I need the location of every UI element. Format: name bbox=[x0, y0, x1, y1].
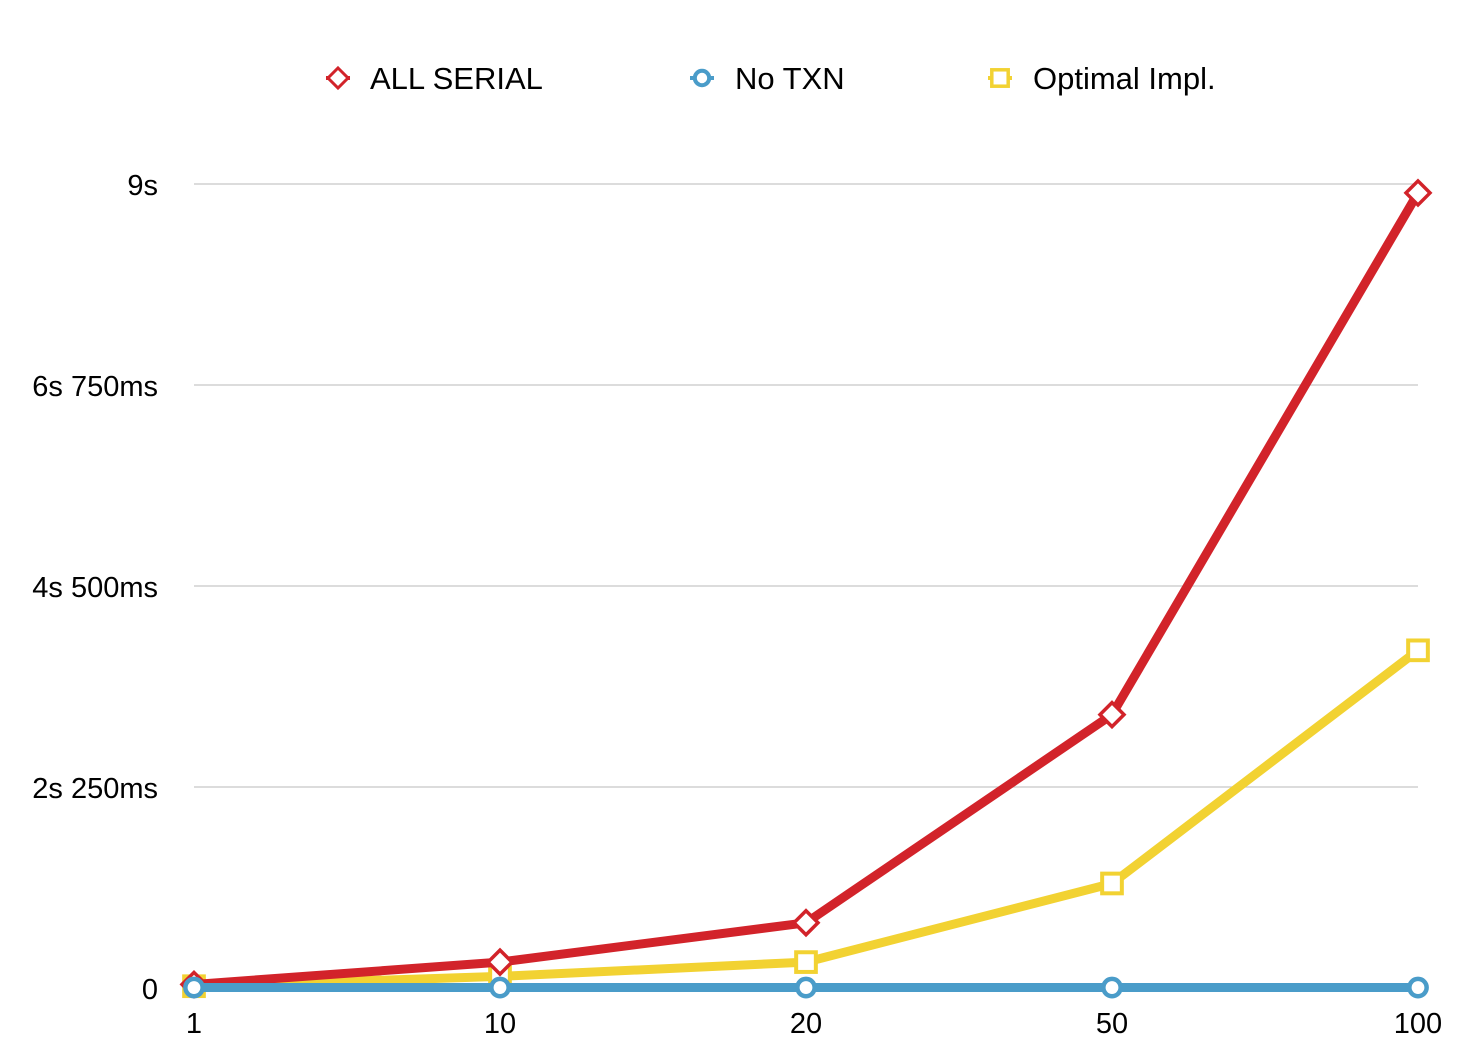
y-tick-label: 0 bbox=[142, 974, 158, 1006]
diamond-marker-shape bbox=[1097, 700, 1127, 730]
legend-item: ALL SERIAL bbox=[325, 61, 543, 96]
legend-marker-icon bbox=[692, 68, 712, 88]
data-point bbox=[791, 908, 821, 938]
y-tick-label: 2s 250ms bbox=[32, 773, 158, 805]
diamond-marker-shape bbox=[325, 65, 351, 91]
y-tick-label: 4s 500ms bbox=[32, 572, 158, 604]
grid-layer bbox=[194, 183, 1418, 788]
x-tick-label: 100 bbox=[1394, 1008, 1442, 1040]
data-point bbox=[1100, 871, 1124, 896]
legend-label: Optimal Impl. bbox=[1033, 61, 1216, 96]
legend-marker-icon bbox=[990, 68, 1010, 88]
data-point bbox=[1101, 976, 1123, 999]
circle-marker-shape bbox=[489, 976, 511, 999]
x-tick-label: 1 bbox=[186, 1008, 202, 1040]
x-tick-label: 10 bbox=[484, 1008, 516, 1040]
square-marker-shape bbox=[1100, 871, 1124, 896]
data-point bbox=[1407, 976, 1429, 999]
series-no-txn bbox=[183, 976, 1429, 999]
square-marker-shape bbox=[990, 68, 1010, 88]
legend-item: No TXN bbox=[690, 61, 845, 96]
x-tick-label: 50 bbox=[1096, 1008, 1128, 1040]
series-optimal-impl bbox=[182, 638, 1430, 999]
circle-marker-shape bbox=[183, 976, 205, 999]
diamond-marker-shape bbox=[485, 947, 515, 977]
data-point bbox=[183, 976, 205, 999]
data-point bbox=[794, 950, 818, 974]
series-line bbox=[189, 188, 1423, 989]
legend-label: No TXN bbox=[735, 61, 845, 96]
data-point bbox=[485, 947, 515, 977]
series-layer bbox=[179, 178, 1433, 999]
legend-marker-icon bbox=[325, 65, 351, 91]
y-axis: 0 2s 250ms 4s 500ms 6s 750ms 9s bbox=[32, 170, 158, 1006]
data-point bbox=[489, 976, 511, 999]
legend-item: Optimal Impl. bbox=[988, 61, 1216, 96]
data-point bbox=[1406, 638, 1430, 663]
x-tick-label: 20 bbox=[790, 1008, 822, 1040]
x-axis: 1 10 20 50 100 bbox=[186, 1008, 1442, 1040]
data-point bbox=[1403, 178, 1433, 208]
y-tick-label: 9s bbox=[127, 170, 158, 202]
series-all-serial bbox=[179, 178, 1433, 999]
square-marker-shape bbox=[794, 950, 818, 974]
y-tick-label: 6s 750ms bbox=[32, 371, 158, 403]
diamond-marker-shape bbox=[1403, 178, 1433, 208]
data-point bbox=[1097, 700, 1127, 730]
legend: ALL SERIAL No TXN Optimal Impl. bbox=[325, 61, 1216, 96]
circle-marker-shape bbox=[692, 68, 712, 88]
circle-marker-shape bbox=[1407, 976, 1429, 999]
square-marker-shape bbox=[1406, 638, 1430, 663]
legend-label: ALL SERIAL bbox=[370, 61, 543, 96]
data-point bbox=[795, 976, 817, 999]
circle-marker-shape bbox=[1101, 976, 1123, 999]
circle-marker-shape bbox=[795, 976, 817, 999]
diamond-marker-shape bbox=[791, 908, 821, 938]
